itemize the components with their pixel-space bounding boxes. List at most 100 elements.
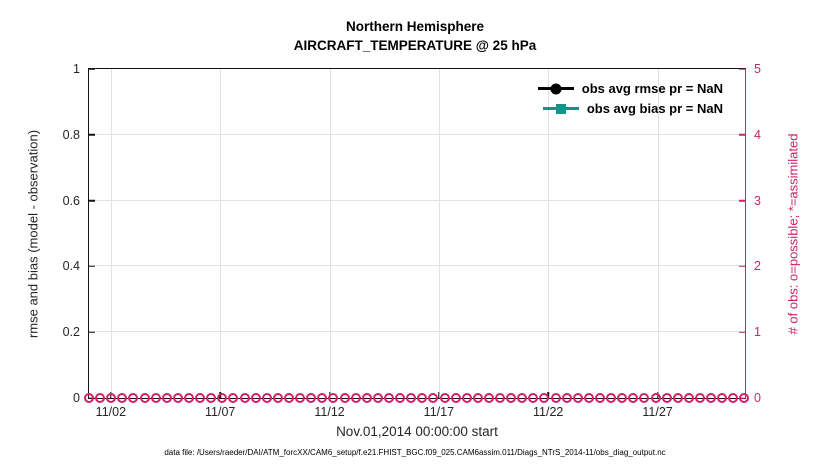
obs-count-marker: [683, 393, 694, 403]
obs-count-marker: [661, 393, 672, 403]
y-right-tick-mark: [739, 134, 745, 136]
y-right-tick-mark: [739, 265, 745, 268]
grid-line-vertical: [548, 69, 550, 398]
obs-count-marker: [539, 393, 550, 403]
grid-line-horizontal: [89, 199, 745, 201]
obs-count-marker: [572, 393, 583, 403]
obs-count-marker: [550, 393, 561, 403]
obs-count-marker: [350, 393, 361, 403]
x-axis-title: Nov.01,2014 00:00:00 start: [336, 424, 498, 439]
chart-title-line2: AIRCRAFT_TEMPERATURE @ 25 hPa: [293, 38, 537, 53]
grid-line-horizontal: [89, 265, 745, 267]
obs-count-marker: [295, 393, 306, 403]
obs-count-marker: [250, 393, 261, 403]
obs-count-marker: [739, 393, 750, 403]
obs-count-marker: [217, 393, 228, 403]
obs-count-marker: [195, 393, 206, 403]
x-tick-label: 11/12: [314, 405, 345, 419]
y-left-tick-label: 1: [73, 62, 80, 76]
obs-count-marker: [372, 393, 383, 403]
obs-count-marker: [650, 393, 661, 403]
obs-count-marker: [361, 393, 372, 403]
legend-label: obs avg rmse pr = NaN: [581, 81, 723, 96]
legend-marker-square: [555, 103, 566, 114]
grid-line-vertical: [329, 69, 331, 398]
legend-label: obs avg bias pr = NaN: [586, 101, 723, 116]
obs-count-marker: [306, 393, 317, 403]
obs-count-marker: [206, 393, 217, 403]
obs-count-marker: [706, 393, 717, 403]
obs-count-marker: [439, 393, 450, 403]
data-file-caption: data file: /Users/raeder/DAI/ATM_forcXX/…: [164, 448, 666, 457]
obs-count-marker: [328, 393, 339, 403]
obs-count-marker: [283, 393, 294, 403]
x-tick-label: 11/27: [642, 405, 673, 419]
obs-count-marker: [450, 393, 461, 403]
obs-count-marker: [128, 393, 139, 403]
y-left-tick-mark: [89, 134, 95, 136]
obs-count-marker: [583, 393, 594, 403]
chart-title: Northern Hemisphere AIRCRAFT_TEMPERATURE…: [0, 19, 830, 53]
x-tick-label: 11/22: [533, 405, 564, 419]
obs-count-marker: [317, 393, 328, 403]
obs-count-marker: [117, 393, 128, 403]
grid-line-horizontal: [89, 331, 745, 333]
obs-count-marker: [161, 393, 172, 403]
obs-count-marker: [339, 393, 350, 403]
obs-count-marker: [528, 393, 539, 403]
obs-count-marker: [483, 393, 494, 403]
obs-count-marker-row: [84, 393, 750, 404]
y-left-tick-mark: [89, 199, 95, 202]
legend-marker-circle: [550, 83, 562, 94]
y-right-tick-label: 1: [754, 325, 761, 340]
y-left-tick-label: 0.8: [62, 127, 80, 142]
grid-line-vertical: [110, 69, 112, 398]
y-right-tick-label: 2: [754, 259, 761, 274]
legend-entry: obs avg bias pr = NaN: [542, 101, 723, 116]
obs-count-marker: [617, 393, 628, 403]
obs-count-marker: [383, 393, 394, 403]
obs-count-marker: [517, 393, 528, 403]
obs-count-marker: [428, 393, 439, 403]
obs-count-marker: [728, 393, 739, 403]
legend-line-sample: [542, 103, 579, 114]
obs-count-marker: [395, 393, 406, 403]
y-right-tick-label: 0: [754, 391, 761, 405]
obs-count-marker: [506, 393, 517, 403]
obs-count-marker: [472, 393, 483, 403]
y-right-tick-label: 4: [754, 127, 761, 142]
obs-count-marker: [228, 393, 239, 403]
obs-count-marker: [272, 393, 283, 403]
y-left-tick-label: 0: [73, 391, 80, 405]
x-tick-label: 11/02: [95, 405, 127, 419]
y-right-tick-mark: [739, 331, 745, 333]
obs-count-marker: [95, 393, 106, 403]
y-left-tick-label: 0.6: [62, 193, 80, 208]
obs-count-marker: [628, 393, 639, 403]
y-right-tick-label: 3: [754, 193, 761, 208]
y-right-tick-mark: [739, 199, 745, 202]
obs-count-marker: [406, 393, 417, 403]
obs-count-marker: [239, 393, 250, 403]
x-tick-label: 11/07: [205, 405, 236, 419]
y-right-tick-mark: [739, 68, 745, 70]
plot-area: rmse and bias (model - observation) # of…: [26, 62, 801, 419]
legend: obs avg rmse pr = NaN obs avg bias pr = N…: [537, 81, 723, 116]
obs-count-marker: [183, 393, 194, 403]
x-tick-label: 11/17: [423, 405, 455, 419]
obs-count-marker: [595, 393, 606, 403]
y-left-tick-mark: [89, 265, 95, 268]
obs-count-marker: [461, 393, 472, 403]
y-right-axis-title: # of obs: o=possible; *=assimilated: [785, 133, 801, 334]
legend-line-sample: [537, 83, 574, 94]
obs-count-marker: [717, 393, 728, 403]
grid-line-vertical: [657, 69, 659, 398]
grid-line-horizontal: [89, 133, 745, 135]
obs-count-marker: [261, 393, 272, 403]
obs-count-marker: [84, 393, 94, 403]
y-left-tick-mark: [89, 68, 95, 70]
chart-title-line1: Northern Hemisphere: [345, 19, 485, 34]
y-left-tick-label: 0.2: [62, 325, 80, 340]
obs-count-marker: [639, 393, 650, 403]
